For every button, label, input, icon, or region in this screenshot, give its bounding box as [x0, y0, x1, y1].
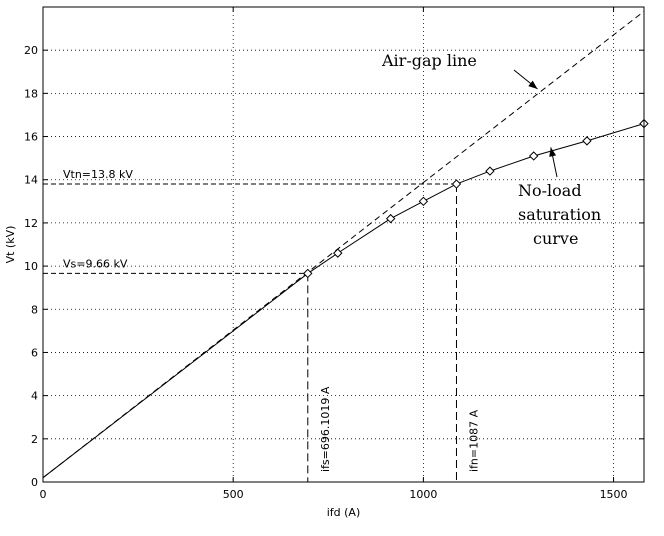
annotation-arrows — [513, 69, 558, 178]
y-tick-label: 10 — [24, 260, 38, 273]
markers — [303, 118, 649, 279]
y-tick-label: 0 — [31, 476, 38, 489]
data-point — [485, 166, 495, 176]
y-tick-label: 16 — [24, 131, 38, 144]
saturation-curve-label: No-load saturation curve — [518, 181, 601, 248]
y-tick-label: 14 — [24, 174, 38, 187]
data-point — [451, 179, 462, 189]
ref-label: ifn=1087 A — [467, 409, 480, 472]
y-tick-label: 18 — [24, 87, 38, 100]
ref-label: ifs=696.1019 A — [319, 386, 332, 472]
y-tick-label: 2 — [31, 433, 38, 446]
x-tick-label: 1500 — [600, 488, 628, 501]
ref-label: Vtn=13.8 kV — [63, 168, 133, 181]
y-tick-label: 8 — [31, 303, 38, 316]
x-tick-label: 1000 — [409, 488, 437, 501]
grid — [43, 7, 644, 482]
arrow-head — [528, 80, 538, 90]
data-point — [418, 196, 429, 207]
y-tick-label: 20 — [24, 44, 38, 57]
ticks: 0 500 1000 1500 0 2 4 6 8 10 12 14 16 18 20 — [24, 7, 644, 501]
y-axis-label: Vt (kV) — [4, 226, 17, 264]
x-tick-label: 500 — [223, 488, 244, 501]
annotations: Vtn=13.8 kV Vs=9.66 kV ifs=696.1019 A ifn=1… — [63, 51, 601, 472]
y-tick-label: 12 — [24, 217, 38, 230]
y-tick-label: 4 — [31, 390, 38, 403]
data-point — [303, 268, 313, 279]
data-point — [528, 151, 539, 161]
data-point — [582, 136, 592, 146]
air-gap-line — [42, 10, 645, 479]
air-gap-label: Air-gap line — [381, 51, 477, 70]
ref-label: Vs=9.66 kV — [63, 257, 128, 270]
x-tick-label: 0 — [40, 488, 47, 501]
series-layer — [42, 10, 645, 479]
saturation-curve — [42, 123, 645, 479]
x-axis-label: ifd (A) — [327, 506, 361, 519]
data-point — [333, 248, 343, 258]
y-tick-label: 6 — [31, 346, 38, 359]
reference-lines — [43, 183, 457, 482]
arrow-head — [549, 147, 557, 157]
data-point — [385, 213, 396, 224]
plot-frame — [42, 6, 645, 483]
